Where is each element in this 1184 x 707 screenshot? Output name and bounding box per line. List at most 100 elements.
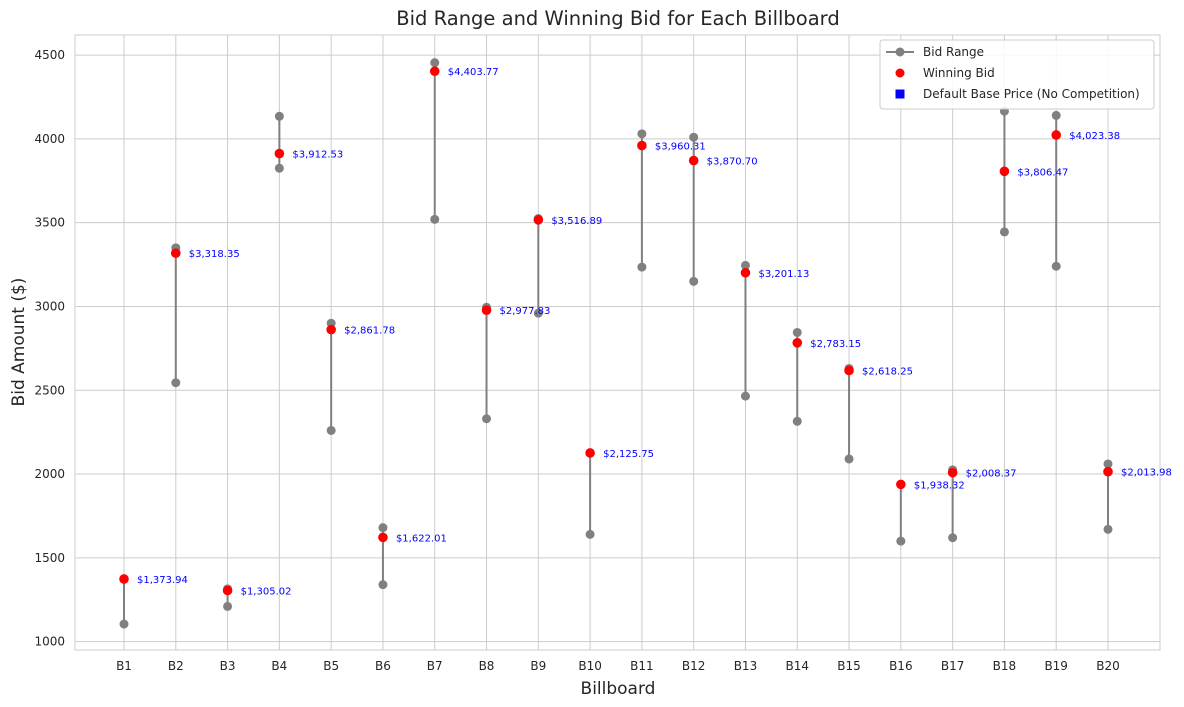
x-tick-label: B11 xyxy=(630,659,654,673)
y-tick-labels: 1000 1500 2000 2500 3000 3500 4000 4500 xyxy=(34,48,65,649)
x-tick-label: B6 xyxy=(375,659,391,673)
winning-bid-label: $3,318.35 xyxy=(189,249,240,260)
winning-bid-point xyxy=(637,140,647,151)
x-tick-label: B7 xyxy=(427,659,443,673)
y-tick-label: 4000 xyxy=(34,132,65,146)
winning-bid-label: $3,870.70 xyxy=(707,157,758,168)
x-tick-label: B2 xyxy=(168,659,184,673)
winning-bid-label: $3,912.53 xyxy=(292,150,343,161)
bid-range-low-point xyxy=(1103,524,1113,534)
bid-range-low-point xyxy=(999,227,1009,237)
winning-bid-label: $2,861.78 xyxy=(344,326,395,337)
bid-range-low-point xyxy=(171,378,181,388)
bid-range-high-point xyxy=(274,111,284,121)
bid-range-high-point xyxy=(1051,110,1061,120)
bid-range-low-point xyxy=(119,619,129,629)
winning-bid-label: $3,516.89 xyxy=(551,216,602,227)
winning-bid-point xyxy=(326,324,336,335)
winning-bid-point xyxy=(429,66,440,77)
winning-bid-layer xyxy=(119,66,1113,596)
winning-bid-point xyxy=(999,166,1010,177)
y-tick-label: 3500 xyxy=(34,216,65,230)
winning-bid-label: $4,403.77 xyxy=(448,67,499,78)
winning-bid-point xyxy=(378,532,388,543)
x-tick-labels: B1 B2 B3 B4 B5 B6 B7 B8 B9 B10 B11 B12 B13 B14 B15 B16 B… xyxy=(116,659,1120,673)
winning-bid-label: $2,013.98 xyxy=(1121,468,1172,479)
x-tick-label: B10 xyxy=(578,659,602,673)
y-tick-label: 4500 xyxy=(34,48,65,62)
bid-range-low-point xyxy=(1051,261,1061,271)
bid-range-low-point xyxy=(223,601,233,611)
winning-bid-point xyxy=(792,338,803,348)
bid-range-low-point xyxy=(792,416,802,426)
winning-bid-point xyxy=(585,448,595,458)
x-tick-label: B3 xyxy=(220,659,236,673)
x-tick-label: B1 xyxy=(116,659,132,673)
x-tick-label: B18 xyxy=(993,659,1017,673)
bid-range-low-point xyxy=(740,391,750,401)
y-tick-label: 2500 xyxy=(34,383,65,397)
bid-range-low-point xyxy=(844,454,854,464)
x-tick-label: B15 xyxy=(837,659,861,673)
bid-range-low-point xyxy=(948,533,958,543)
x-tick-label: B16 xyxy=(889,659,913,673)
legend-winning-bid-marker xyxy=(895,68,905,78)
y-tick-label: 1500 xyxy=(34,551,65,565)
x-tick-label: B20 xyxy=(1096,659,1120,673)
plot-frame xyxy=(74,34,1161,651)
y-tick-label: 3000 xyxy=(34,299,65,313)
x-tick-label: B9 xyxy=(530,659,546,673)
winning-bid-point xyxy=(947,467,958,478)
bid-range-low-point xyxy=(274,163,284,173)
winning-bid-label: $3,960.31 xyxy=(655,142,706,153)
bid-range-high-point xyxy=(740,260,750,270)
winning-bid-point xyxy=(844,365,854,376)
legend-default-base-label: Default Base Price (No Competition) xyxy=(923,87,1140,101)
plot-background xyxy=(75,35,1160,650)
winning-bid-label: $2,977.83 xyxy=(500,306,551,317)
winning-bid-label: $3,806.47 xyxy=(1017,167,1068,178)
winning-bid-point xyxy=(688,155,699,166)
x-tick-label: B12 xyxy=(682,659,706,673)
winning-bid-point xyxy=(222,585,233,596)
bid-range-low-point xyxy=(637,262,647,272)
winning-bid-label: $2,008.37 xyxy=(966,469,1017,480)
winning-bid-label: $2,618.25 xyxy=(862,366,913,377)
bid-range-low-point xyxy=(430,214,440,224)
bid-range-low-point xyxy=(378,580,388,590)
winning-bid-label: $2,125.75 xyxy=(603,449,654,460)
winning-bid-label: $3,201.13 xyxy=(758,269,809,280)
winning-bid-point xyxy=(119,574,129,584)
bid-range-high-point xyxy=(792,327,802,337)
y-tick-label: 2000 xyxy=(34,467,65,481)
winning-bid-label: $1,305.02 xyxy=(241,587,292,598)
y-axis-title: Bid Amount ($) xyxy=(9,278,29,407)
x-tick-label: B4 xyxy=(271,659,287,673)
legend-winning-bid-label: Winning Bid xyxy=(923,66,995,80)
x-tick-label: B14 xyxy=(786,659,810,673)
legend-box xyxy=(879,39,1155,110)
bid-range-high-point xyxy=(430,58,440,68)
winning-bid-label: $1,938.32 xyxy=(914,480,965,491)
bid-range-low-point xyxy=(689,276,699,286)
bid-range-low-point xyxy=(326,425,336,435)
legend-bid-range-label: Bid Range xyxy=(923,45,984,59)
legend-bid-range-marker xyxy=(895,47,905,57)
y-tick-label: 1000 xyxy=(34,635,65,649)
bid-range-low-point xyxy=(482,414,492,424)
grid xyxy=(75,35,1160,650)
legend-default-base-marker xyxy=(895,89,905,99)
x-tick-label: B17 xyxy=(941,659,965,673)
x-tick-label: B5 xyxy=(323,659,339,673)
bid-range-low-point xyxy=(533,308,543,318)
x-tick-label: B19 xyxy=(1044,659,1068,673)
winning-bid-label: $2,783.15 xyxy=(810,339,861,350)
bid-range-high-point xyxy=(1103,459,1113,469)
x-axis-title: Billboard xyxy=(581,679,656,699)
chart-title: Bid Range and Winning Bid for Each Billb… xyxy=(396,7,839,30)
winning-bid-point xyxy=(274,148,285,159)
winning-bid-label: $4,023.38 xyxy=(1069,131,1120,142)
bid-range-low-point xyxy=(896,536,906,546)
winning-bid-label: $1,622.01 xyxy=(396,533,447,544)
